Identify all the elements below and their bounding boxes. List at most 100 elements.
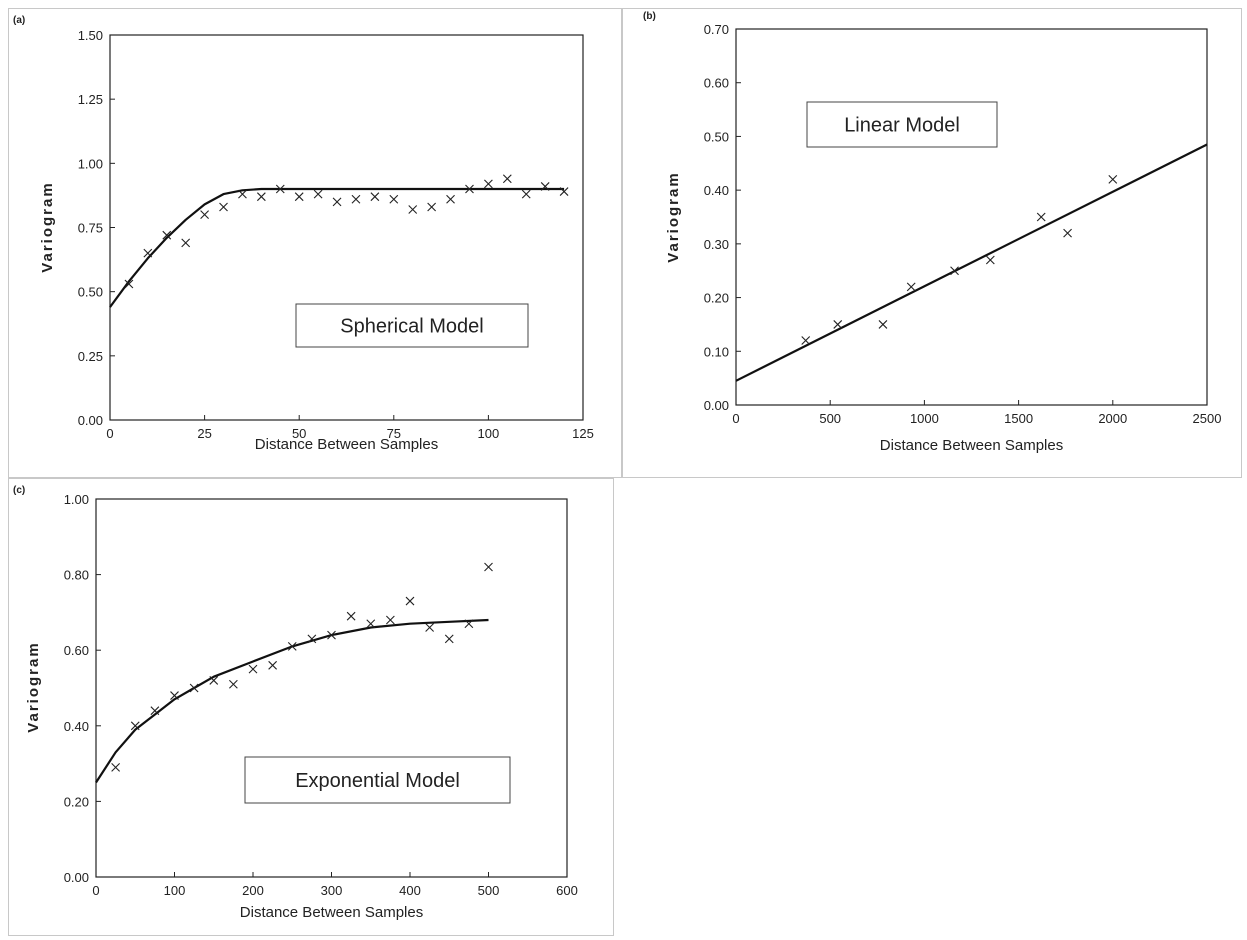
x-tick-label: 125	[572, 426, 594, 441]
data-point	[427, 202, 437, 212]
data-point	[801, 336, 811, 345]
x-tick-label: 600	[556, 883, 578, 898]
x-tick-label: 100	[164, 883, 186, 898]
data-point	[124, 279, 134, 289]
model-annotation-label: Spherical Model	[340, 316, 483, 338]
y-tick-label: 1.00	[64, 492, 89, 507]
chart-c: (c) 0 100 200 300 400 500 600 0.00 0.20 0.40 0.60 0.…	[13, 485, 578, 921]
data-point	[238, 189, 247, 199]
x-tick-label: 0	[106, 426, 113, 441]
panel-b: (b) 0 500 1000 1500 2000 2500 0.00 0.10 0.20 0.30 0…	[622, 8, 1242, 478]
data-point-stroke	[1036, 212, 1046, 222]
x-tick-label: 300	[321, 883, 343, 898]
x-tick-label: 100	[478, 426, 500, 441]
y-tick-label: 0.00	[64, 870, 89, 885]
y-tick-label: 0.70	[704, 22, 729, 37]
data-point	[181, 238, 191, 248]
data-point-stroke	[465, 184, 474, 194]
x-tick-label: 1000	[910, 411, 939, 426]
data-point	[950, 266, 959, 276]
x-tick-label: 400	[399, 883, 421, 898]
data-point-stroke	[985, 255, 995, 265]
x-axis-label: Distance Between Samples	[240, 904, 423, 921]
data-point	[540, 182, 550, 191]
data-point-stroke	[444, 634, 454, 644]
data-point	[446, 194, 455, 204]
data-point-stroke	[366, 619, 376, 629]
data-point	[346, 611, 356, 621]
data-point-stroke	[219, 202, 228, 212]
data-point-stroke	[200, 210, 209, 220]
data-point	[405, 596, 415, 606]
data-point	[200, 210, 209, 220]
data-point-stroke	[425, 623, 435, 632]
x-tick-label: 0	[732, 411, 739, 426]
data-point-stroke	[287, 642, 297, 651]
y-tick-label: 0.75	[78, 221, 103, 236]
data-point	[444, 634, 454, 644]
y-tick-label: 0.20	[704, 291, 729, 306]
y-tick-label: 0.00	[78, 413, 103, 428]
data-point	[465, 184, 474, 194]
data-point	[150, 706, 160, 716]
data-point	[130, 721, 140, 731]
panel-c: (c) 0 100 200 300 400 500 600 0.00 0.20 0.40 0.60 0.…	[8, 478, 614, 936]
data-point	[143, 248, 153, 258]
data-point-stroke	[370, 192, 380, 202]
data-point-stroke	[143, 248, 153, 258]
data-point-stroke	[209, 676, 219, 685]
data-point-stroke	[385, 615, 395, 625]
y-tick-label: 0.60	[64, 643, 89, 658]
data-point	[268, 660, 278, 670]
data-point-stroke	[332, 197, 342, 207]
data-point	[294, 192, 304, 202]
data-point-stroke	[294, 192, 304, 202]
data-point	[484, 562, 493, 572]
x-tick-label: 1500	[1004, 411, 1033, 426]
y-tick-label: 0.10	[704, 344, 729, 359]
data-point	[219, 202, 228, 212]
panel-label: (b)	[643, 11, 656, 22]
data-point	[366, 619, 376, 629]
data-point	[248, 664, 258, 674]
data-point	[327, 630, 336, 640]
x-axis-label: Distance Between Samples	[880, 437, 1063, 454]
data-point-stroke	[189, 683, 199, 693]
data-point-stroke	[248, 664, 258, 674]
y-tick-label: 0.25	[78, 349, 103, 364]
data-point-stroke	[1108, 175, 1118, 184]
y-tick-label: 0.80	[64, 568, 89, 583]
data-point-stroke	[408, 205, 418, 214]
data-point	[1036, 212, 1046, 222]
data-point	[1108, 175, 1118, 184]
data-point-stroke	[268, 660, 278, 670]
data-point	[385, 615, 395, 625]
data-point-stroke	[502, 174, 512, 184]
data-point-stroke	[256, 192, 266, 202]
data-point	[1063, 228, 1072, 238]
data-point	[189, 683, 199, 693]
data-point-stroke	[124, 279, 134, 289]
data-point-stroke	[801, 336, 811, 345]
data-point	[408, 205, 418, 214]
data-point-stroke	[150, 706, 160, 716]
data-point-stroke	[464, 619, 474, 629]
data-point	[833, 320, 843, 329]
data-point-stroke	[346, 611, 356, 621]
data-point	[351, 194, 361, 204]
x-tick-label: 500	[819, 411, 841, 426]
y-tick-label: 0.60	[704, 76, 729, 91]
data-point	[256, 192, 266, 202]
data-point-stroke	[313, 189, 323, 199]
data-point-stroke	[1063, 228, 1072, 238]
x-tick-label: 2500	[1193, 411, 1222, 426]
data-point-stroke	[950, 266, 959, 276]
data-point-stroke	[181, 238, 191, 248]
x-tick-label: 500	[478, 883, 500, 898]
data-point-stroke	[878, 320, 888, 329]
data-point-stroke	[446, 194, 455, 204]
model-annotation-box	[244, 756, 511, 804]
plot-frame	[109, 34, 584, 421]
y-tick-label: 0.40	[704, 183, 729, 198]
model-annotation-label: Linear Model	[844, 115, 960, 137]
